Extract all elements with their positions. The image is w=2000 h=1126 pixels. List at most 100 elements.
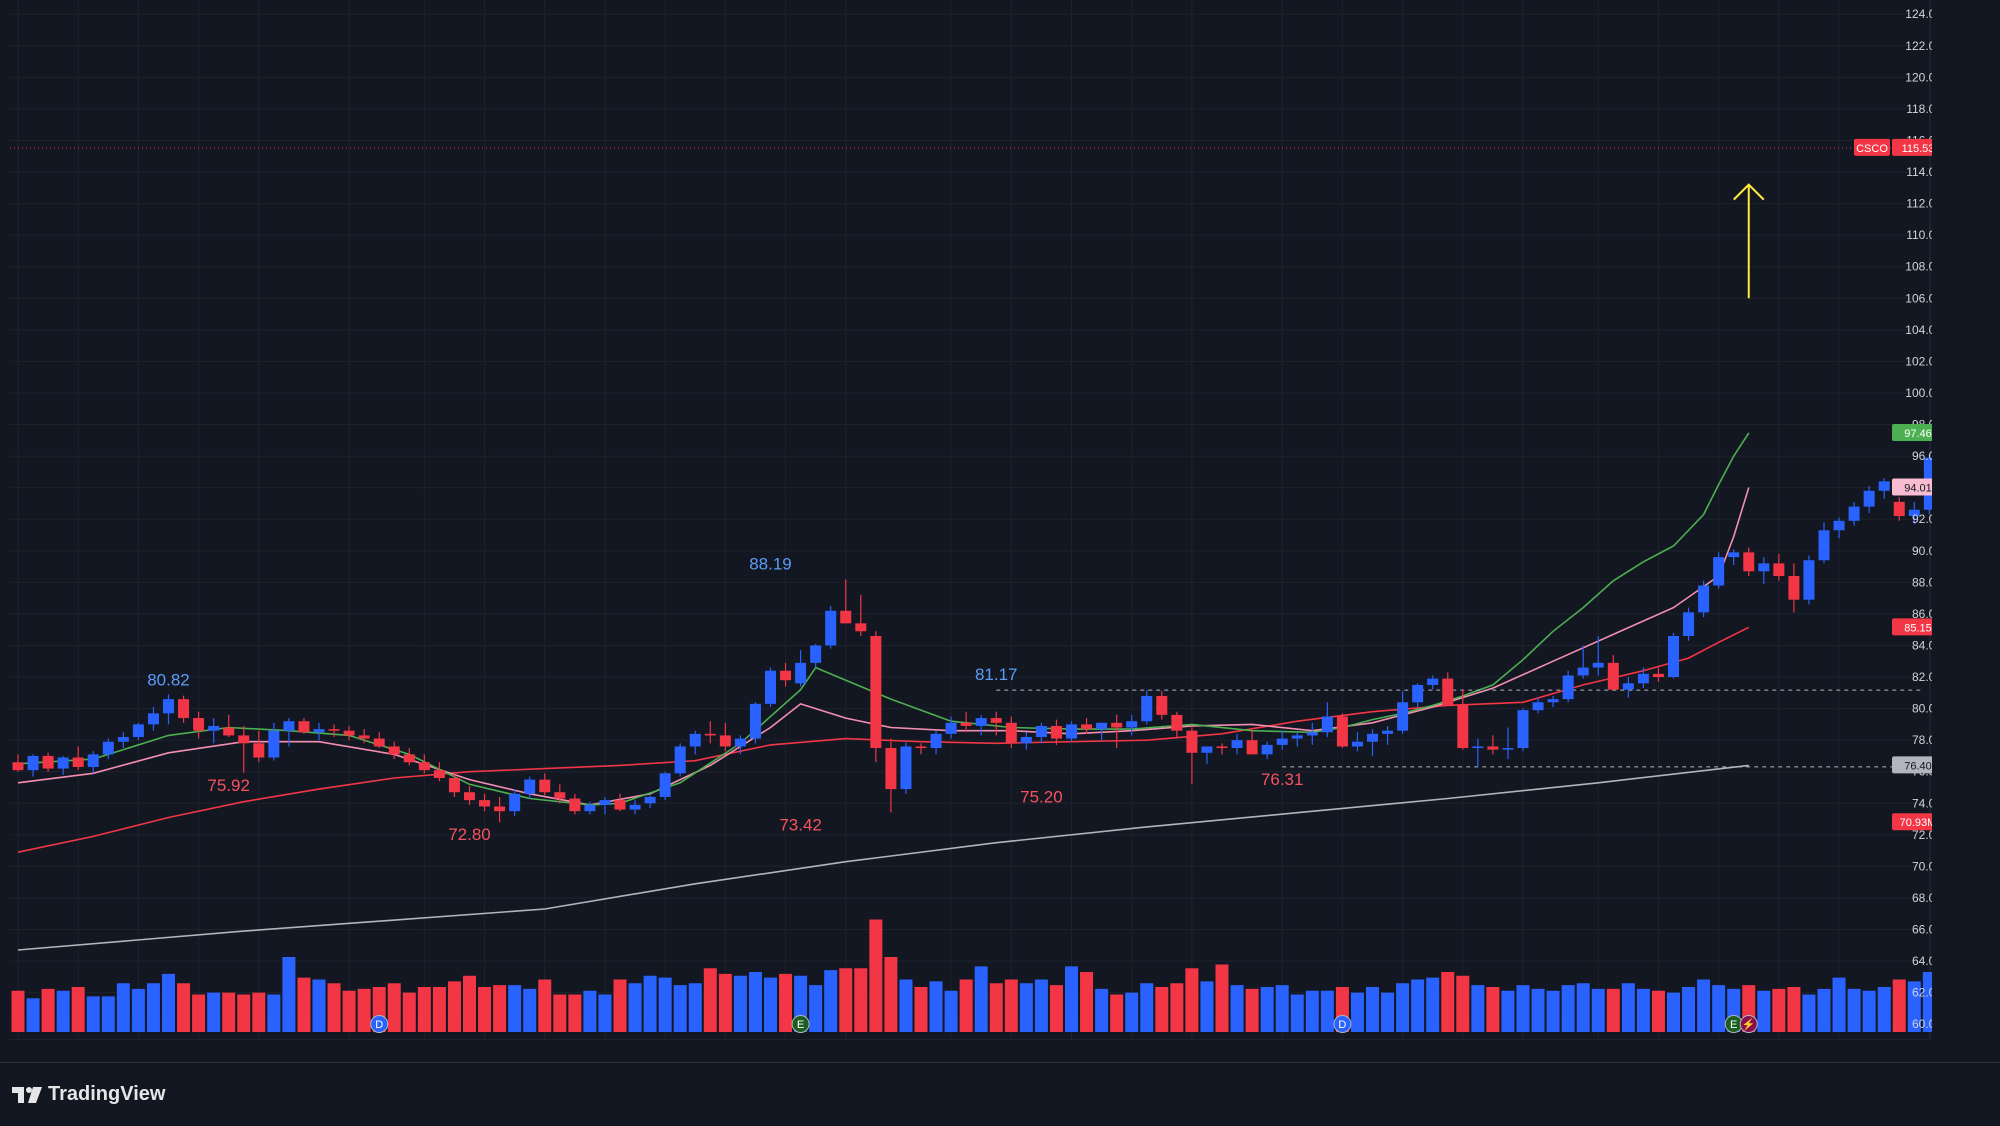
volume-bar xyxy=(929,981,943,1032)
candle xyxy=(1502,727,1514,760)
volume-bar xyxy=(824,970,838,1032)
volume-bar xyxy=(1712,985,1726,1032)
candle-body xyxy=(524,779,536,794)
candle xyxy=(12,754,24,772)
candle xyxy=(780,662,792,687)
candle xyxy=(584,801,596,815)
candle xyxy=(1532,697,1544,714)
price-axis-label: 96.00 xyxy=(1912,449,1932,463)
badge-bg xyxy=(1892,756,1932,774)
volume-bar xyxy=(974,966,988,1032)
volume-bar xyxy=(237,994,251,1032)
price-axis-label: 62.00 xyxy=(1912,986,1932,1000)
candle xyxy=(1111,714,1123,749)
volume-bar xyxy=(463,975,476,1032)
volume-bar xyxy=(1802,994,1816,1032)
candle-body xyxy=(1878,481,1890,491)
candle-body xyxy=(72,757,84,767)
volume-bar xyxy=(192,994,206,1032)
candle xyxy=(1066,721,1077,742)
candle xyxy=(930,730,942,755)
grid xyxy=(10,0,1922,1040)
volume-bar xyxy=(1245,988,1259,1032)
volume-bar xyxy=(553,994,567,1032)
candle xyxy=(117,732,129,749)
candle xyxy=(885,738,897,813)
volume-bar xyxy=(628,983,642,1032)
volume-bar xyxy=(944,990,958,1032)
volume-bar xyxy=(267,994,281,1032)
candle-body xyxy=(1532,702,1544,711)
candle xyxy=(509,789,521,816)
price-chart[interactable]: 80.82 75.92 72.80 88.19 73.42 81.17 75.20 76.31… xyxy=(10,0,1932,1040)
candle-body xyxy=(298,721,310,733)
candle-body xyxy=(855,623,867,632)
tradingview-logo[interactable]: TradingView xyxy=(12,1083,165,1106)
candle-body xyxy=(719,735,731,747)
volume-bar xyxy=(432,987,446,1032)
candle-body xyxy=(644,796,656,804)
price-axis-label: 112.00 xyxy=(1906,197,1932,211)
candle-body xyxy=(57,757,69,769)
candle xyxy=(1035,722,1047,744)
candle xyxy=(1276,730,1288,750)
candle xyxy=(975,714,987,736)
volume-bar xyxy=(1606,988,1620,1032)
candle xyxy=(238,725,250,773)
price-axis-label: 78.00 xyxy=(1912,733,1932,747)
candle-body xyxy=(1050,725,1062,739)
candle xyxy=(464,785,475,805)
candle-body xyxy=(102,741,114,755)
badge-bg xyxy=(1892,813,1932,831)
candle-body xyxy=(147,713,159,725)
price-axis-label: 82.00 xyxy=(1912,670,1932,684)
volume-bar xyxy=(146,983,160,1032)
candle-body xyxy=(1848,506,1860,521)
candle xyxy=(1622,677,1634,698)
price-axis-label: 104.00 xyxy=(1905,323,1932,337)
candle-body xyxy=(1893,501,1905,517)
price-axis-label: 106.00 xyxy=(1905,291,1932,305)
candle xyxy=(569,793,581,815)
volume-bar xyxy=(1682,987,1696,1032)
candle-body xyxy=(1517,710,1529,749)
volume-bar xyxy=(387,983,401,1032)
volume-bar xyxy=(1591,988,1605,1032)
volume-bar xyxy=(1366,987,1379,1032)
candle-body xyxy=(1427,678,1439,685)
candle xyxy=(1442,672,1454,706)
candle-body xyxy=(1788,576,1800,600)
event-marker: E xyxy=(791,1015,810,1033)
symbol-badge-text: CSCO xyxy=(1856,143,1888,155)
price-axis-label: 118.00 xyxy=(1906,102,1932,116)
candle xyxy=(193,711,205,739)
candle-body xyxy=(795,662,807,684)
candle-body xyxy=(1412,684,1424,703)
candle xyxy=(1412,683,1424,708)
badge-bg xyxy=(1892,138,1932,156)
volume-bar xyxy=(1275,985,1289,1032)
candle-body xyxy=(12,762,24,771)
volume-bar xyxy=(342,990,356,1032)
volume-bar xyxy=(1004,979,1018,1032)
candle-body xyxy=(930,733,942,749)
volume-bar xyxy=(1636,988,1650,1032)
candle-body xyxy=(900,746,912,790)
candle xyxy=(765,667,776,708)
candle-body xyxy=(990,718,1002,723)
candle-body xyxy=(569,798,581,812)
volume-bar xyxy=(1396,983,1410,1032)
candle-body xyxy=(403,754,415,763)
chart-area[interactable]: 80.82 75.92 72.80 88.19 73.42 81.17 75.20 76.31… xyxy=(10,0,1932,1040)
candle xyxy=(1893,497,1905,521)
volume-bar xyxy=(1441,972,1455,1032)
price-axis-label: 86.00 xyxy=(1912,607,1932,621)
symbol-badge-bg xyxy=(1854,138,1890,156)
candle xyxy=(524,776,536,799)
volume-bar xyxy=(116,983,130,1032)
candle-body xyxy=(584,804,596,812)
volume-bar xyxy=(101,996,115,1032)
candle-body xyxy=(1246,740,1258,755)
badge-text: 115.53 xyxy=(1902,143,1932,155)
candle-body xyxy=(825,610,837,646)
